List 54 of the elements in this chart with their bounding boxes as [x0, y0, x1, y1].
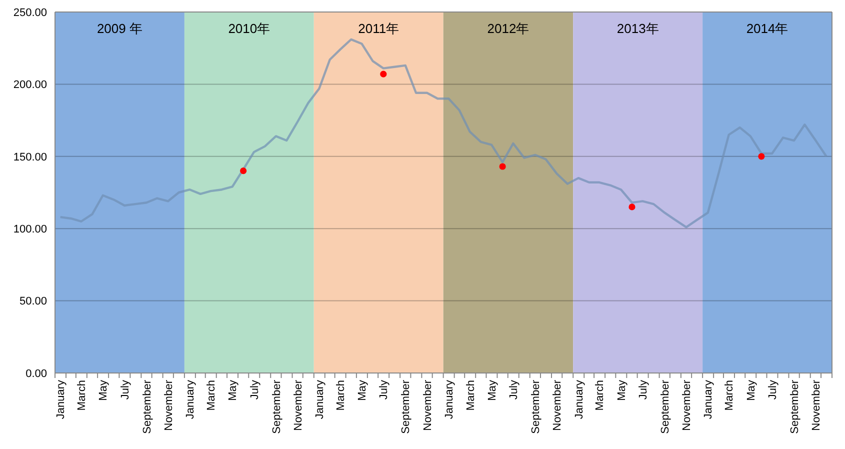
- x-tick-label: January: [184, 380, 197, 420]
- band-label: 2014年: [746, 21, 788, 36]
- x-tick-label: March: [206, 380, 218, 411]
- band-label: 2011年: [358, 21, 400, 36]
- x-tick-label: March: [724, 380, 736, 411]
- x-tick-label: January: [443, 380, 456, 420]
- x-tick-label: March: [334, 380, 347, 411]
- x-tick-label: May: [227, 380, 240, 401]
- x-tick-label: July: [378, 380, 390, 400]
- line-series: [59, 38, 828, 228]
- x-tick-label: January: [314, 380, 326, 420]
- y-tick-label: 50.00: [19, 296, 47, 308]
- point: [240, 168, 247, 174]
- point: [628, 204, 636, 210]
- x-tick-label: September: [530, 380, 542, 434]
- x-tick-label: November: [422, 380, 434, 431]
- y-tick-label: 200.00: [13, 79, 47, 92]
- x-tick-label: July: [508, 380, 520, 400]
- x-tick-label: September: [141, 380, 154, 434]
- point: [380, 70, 387, 78]
- y-tick-label: 150.00: [13, 151, 47, 164]
- x-tick-label: May: [356, 380, 369, 401]
- x-tick-label: May: [745, 380, 758, 401]
- x-tick-label: November: [292, 380, 304, 431]
- x-tick-label: January: [55, 380, 68, 420]
- x-tick-label: May: [616, 380, 628, 401]
- point: [758, 153, 765, 160]
- point: [499, 163, 506, 170]
- x-tick-label: July: [248, 380, 261, 400]
- x-tick-label: July: [766, 380, 779, 400]
- x-tick-label: November: [681, 380, 694, 431]
- band-label: 2010年: [228, 21, 270, 36]
- x-tick-label: January: [702, 380, 715, 420]
- x-tick-label: May: [98, 380, 110, 401]
- x-tick-label: November: [162, 380, 175, 431]
- y-tick-label: 100.00: [13, 223, 47, 236]
- x-tick-label: July: [637, 380, 650, 400]
- x-tick-label: March: [464, 380, 477, 411]
- x-tick-label: November: [552, 380, 564, 431]
- x-tick-label: July: [119, 380, 132, 400]
- x-tick-label: January: [573, 380, 586, 420]
- x-tick-label: September: [659, 380, 672, 434]
- band-label: 2013年: [616, 21, 659, 36]
- x-tick-label: May: [486, 380, 498, 401]
- y-tick-label: 0.00: [26, 368, 47, 380]
- x-tick-label: March: [76, 380, 88, 411]
- y-tick-label: 250.00: [13, 6, 47, 19]
- x-tick-label: September: [788, 380, 801, 434]
- x-tick-label: September: [400, 380, 412, 434]
- x-tick-label: March: [594, 380, 606, 411]
- x-tick-label: September: [270, 380, 283, 434]
- band-label: 2012年: [487, 21, 530, 36]
- band-label: 2009 年: [96, 21, 142, 36]
- x-tick-label: November: [810, 380, 823, 431]
